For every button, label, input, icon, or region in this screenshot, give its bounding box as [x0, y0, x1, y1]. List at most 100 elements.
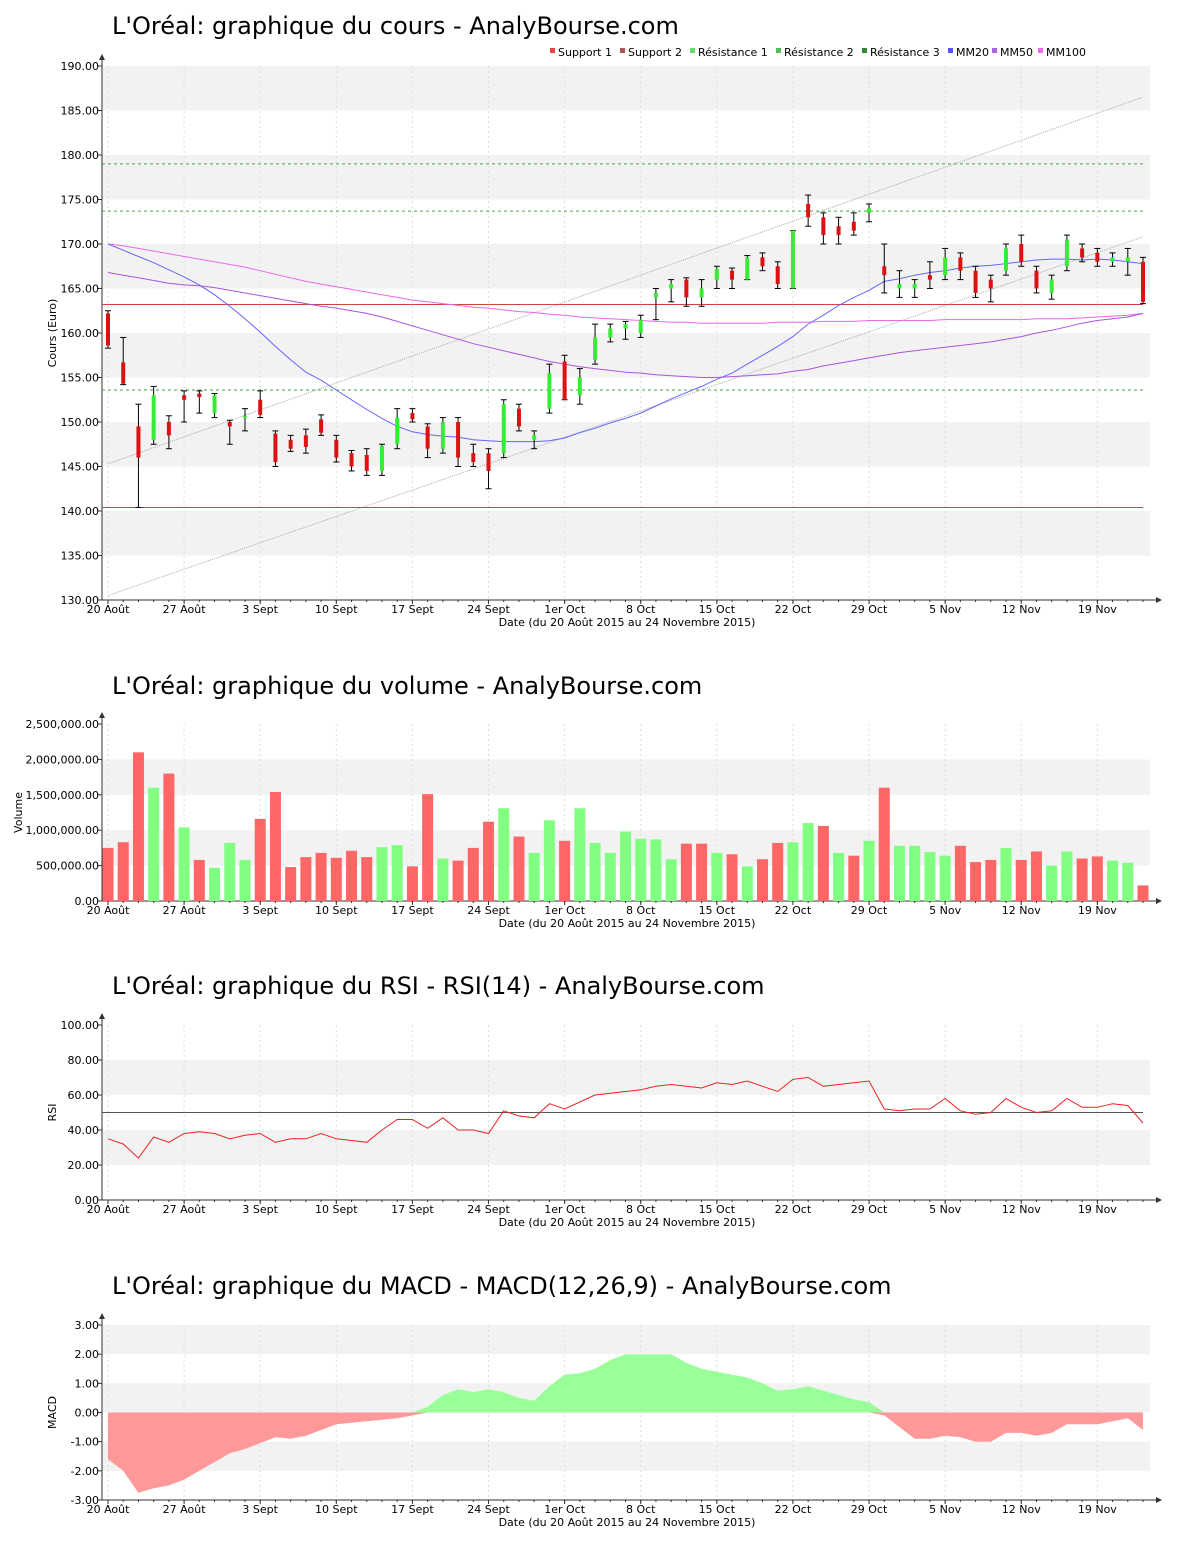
- candle-body: [1110, 257, 1115, 262]
- macd-chart: -3.00 -2.00 -1.00 0.00 1.00 2.00 3.00 20 Août 27…: [46, 1313, 1162, 1529]
- candle-body: [547, 373, 552, 409]
- candlestick: [378, 443, 385, 476]
- candlestick: [1063, 234, 1070, 272]
- candle-body: [364, 454, 369, 471]
- candle-body: [593, 337, 598, 360]
- volume-bar: [193, 859, 205, 901]
- y-tick-label: 185.00: [61, 105, 100, 118]
- candle-body: [440, 422, 445, 449]
- volume-bar: [589, 842, 601, 901]
- candle-body: [121, 362, 126, 384]
- x-tick-label: 3 Sept: [242, 1203, 278, 1216]
- candle-body: [288, 439, 293, 449]
- candle-body: [182, 395, 187, 400]
- volume-bar: [361, 857, 373, 901]
- candle-body: [1095, 252, 1100, 262]
- x-tick-label: 5 Nov: [929, 603, 961, 616]
- volume-bar: [498, 808, 510, 901]
- candle-body: [410, 413, 415, 420]
- candlestick: [668, 279, 675, 303]
- volume-bar: [1046, 865, 1058, 901]
- volume-bar: [954, 845, 966, 901]
- y-tick-label: 60.00: [68, 1089, 100, 1102]
- x-tick-label: 22 Oct: [775, 1203, 812, 1216]
- candle-body: [730, 270, 735, 280]
- x-axis-arrow: [1156, 898, 1162, 904]
- candle-body: [836, 226, 841, 236]
- volume-bar: [574, 808, 586, 901]
- volume-bar: [985, 859, 997, 901]
- y-tick-label: 1.00: [75, 1377, 100, 1390]
- candlestick: [713, 265, 720, 289]
- volume-bar: [1015, 859, 1027, 901]
- volume-bar: [163, 773, 175, 901]
- candle-body: [1004, 248, 1009, 271]
- candlestick: [835, 216, 842, 245]
- candle-body: [897, 284, 902, 289]
- legend-swatch: [1038, 48, 1043, 53]
- candle-body: [912, 284, 917, 289]
- x-tick-label: 10 Sept: [315, 904, 358, 917]
- candlestick: [911, 279, 918, 298]
- legend-label: MM100: [1046, 46, 1086, 59]
- volume-bar: [1030, 851, 1042, 901]
- rsi-chart: 0.00 20.00 40.00 60.00 80.00 100.00 20 Août 27 …: [46, 1013, 1162, 1229]
- candle-body: [867, 208, 872, 213]
- candlestick: [318, 414, 325, 436]
- volume-bar: [346, 850, 358, 901]
- x-axis-label: Date (du 20 Août 2015 au 24 Novembre 201…: [499, 1516, 756, 1529]
- legend-label: MM50: [1000, 46, 1033, 59]
- candlestick: [820, 212, 827, 245]
- x-tick-label: 22 Oct: [775, 1503, 812, 1516]
- x-tick-label: 1er Oct: [544, 603, 585, 616]
- legend-label: MM20: [956, 46, 989, 59]
- volume-chart: 0.00 500,000.00 1,000,000.00 1,500,000.00 2,…: [12, 712, 1162, 930]
- x-tick-label: 17 Sept: [391, 1503, 434, 1516]
- candlestick: [105, 310, 111, 349]
- x-tick-label: 3 Sept: [242, 904, 278, 917]
- candlestick: [485, 448, 492, 490]
- candle-body: [562, 361, 567, 400]
- volume-bar: [224, 842, 236, 901]
- volume-bar: [330, 857, 342, 901]
- volume-bar: [315, 852, 327, 901]
- x-axis-arrow: [1156, 1497, 1162, 1503]
- candlestick: [150, 385, 157, 445]
- candle-body: [988, 279, 993, 289]
- volume-bar: [132, 752, 144, 901]
- candle-body: [532, 435, 537, 440]
- candle-body: [486, 453, 491, 471]
- x-tick-label: 15 Oct: [699, 1203, 736, 1216]
- volume-bar: [772, 842, 784, 901]
- candle-body: [714, 268, 719, 280]
- volume-bar: [1076, 858, 1088, 901]
- candle-body: [806, 203, 811, 218]
- y-tick-label: 150.00: [61, 416, 100, 429]
- y-tick-label: 145.00: [61, 461, 100, 474]
- price-chart: 130.00 135.00 140.00 145.00 150.00 155.00 160.…: [46, 46, 1162, 629]
- x-tick-label: 17 Sept: [391, 1203, 434, 1216]
- candle-body: [319, 419, 324, 433]
- volume-bar: [437, 858, 449, 901]
- volume-bar: [1137, 885, 1149, 901]
- candlestick: [257, 390, 264, 419]
- x-axis-arrow: [1156, 1197, 1162, 1203]
- legend-label: Résistance 2: [784, 46, 854, 59]
- x-tick-label: 20 Août: [87, 1203, 131, 1216]
- candle-body: [623, 324, 628, 329]
- candlestick: [1109, 252, 1116, 267]
- x-tick-label: 12 Nov: [1002, 904, 1041, 917]
- x-axis-label: Date (du 20 Août 2015 au 24 Novembre 201…: [499, 917, 756, 930]
- y-tick-label: 40.00: [68, 1124, 100, 1137]
- volume-bar: [543, 820, 555, 901]
- x-tick-label: 12 Nov: [1002, 1203, 1041, 1216]
- y-tick-label: -3.00: [71, 1494, 99, 1507]
- x-tick-label: 24 Sept: [467, 904, 510, 917]
- y-axis-arrow: [99, 1313, 105, 1319]
- candlestick: [226, 419, 233, 445]
- x-tick-label: 20 Août: [87, 603, 131, 616]
- candlestick: [805, 194, 812, 227]
- candle-body: [334, 439, 339, 458]
- candlestick: [394, 408, 401, 450]
- candle-body: [1049, 279, 1054, 293]
